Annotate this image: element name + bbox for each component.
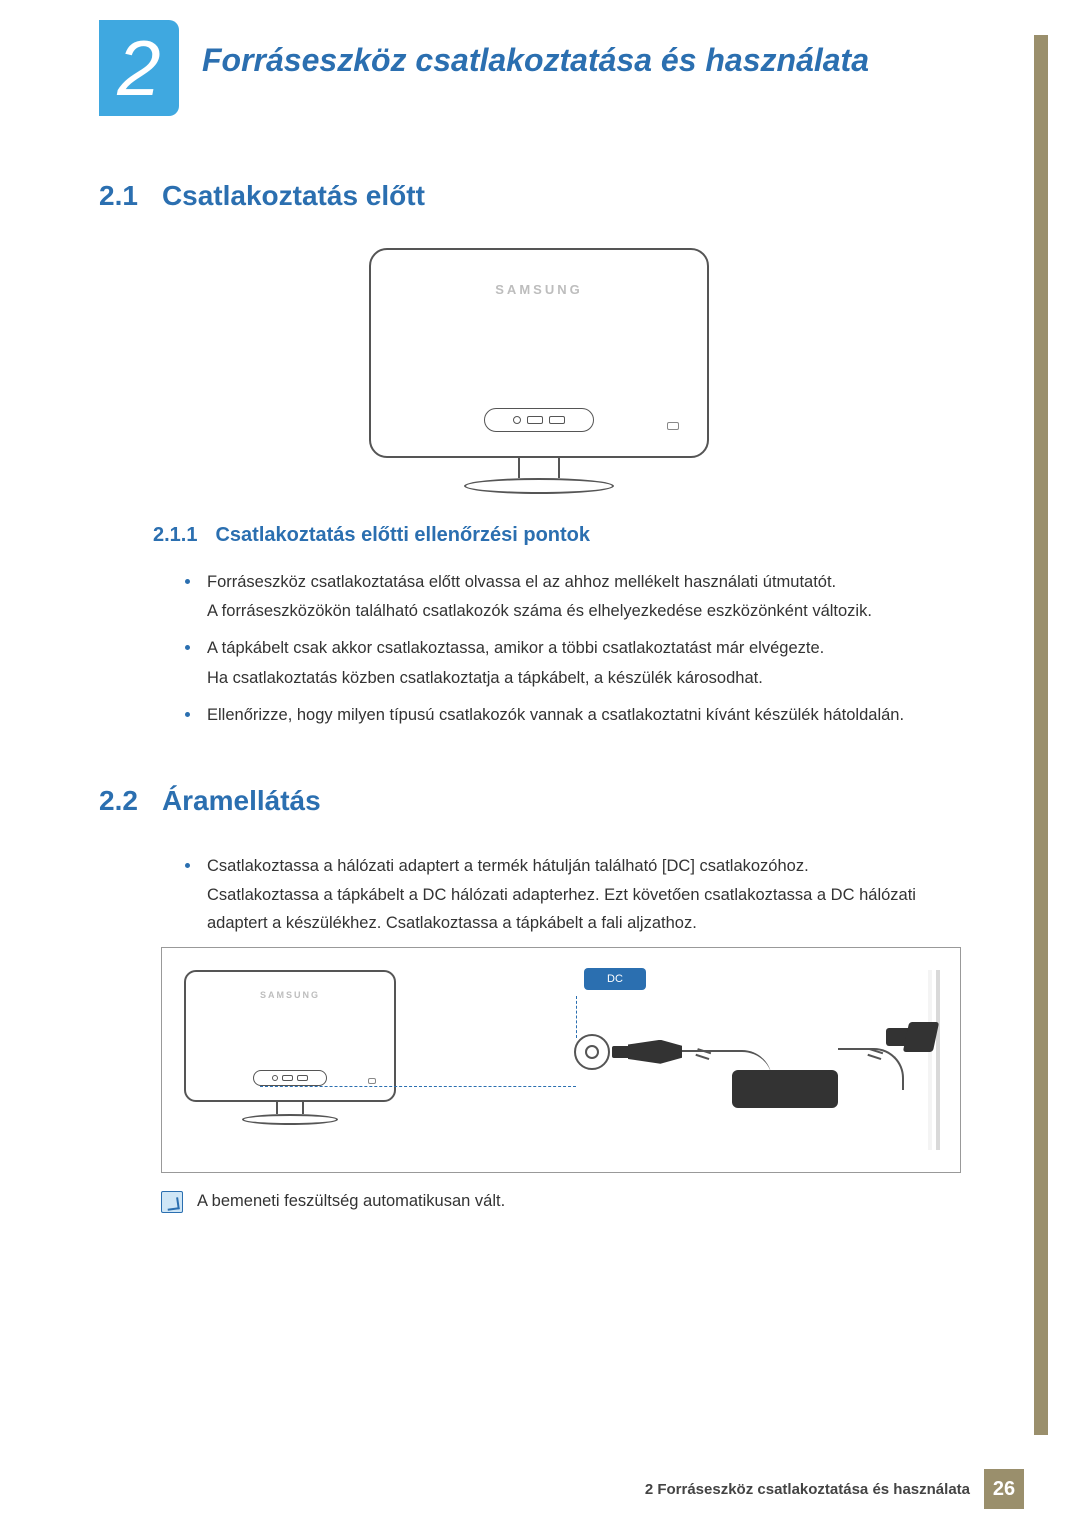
port-dc-icon [272, 1075, 278, 1081]
bullet-text: A forráseszközökön található csatlakozók… [207, 598, 979, 625]
callout-line [260, 1086, 576, 1087]
control-buttons-icon [368, 1078, 376, 1084]
wall-icon [936, 970, 940, 1150]
section-title: Áramellátás [162, 785, 321, 816]
dc-plug-icon [612, 1040, 682, 1064]
power-adapter-icon [732, 1070, 838, 1108]
section-heading-2-1: 2.1 Csatlakoztatás előtt [99, 180, 979, 212]
monitor-brand: SAMSUNG [186, 990, 394, 1000]
list-item: Ellenőrizze, hogy milyen típusú csatlako… [185, 702, 979, 729]
stand-neck [276, 1100, 304, 1114]
subsection-num: 2.1.1 [153, 524, 197, 546]
bullet-text: Forráseszköz csatlakoztatása előtt olvas… [207, 573, 836, 591]
port-hdmi-icon [282, 1075, 293, 1081]
port-panel [253, 1070, 327, 1086]
wall-plug-icon [884, 1018, 936, 1058]
section-heading-2-2: 2.2 Áramellátás [99, 785, 979, 817]
section-num: 2.1 [99, 180, 138, 211]
monitor-screen: SAMSUNG [184, 970, 396, 1102]
chapter-title: Forráseszköz csatlakoztatása és használa… [202, 42, 869, 79]
bullet-list-2-1-1: Forráseszköz csatlakoztatása előtt olvas… [185, 569, 979, 729]
dc-jack-icon [574, 1034, 610, 1070]
footer-text: 2 Forráseszköz csatlakoztatása és haszná… [645, 1481, 970, 1498]
stand-base [464, 478, 614, 494]
stand-base [242, 1114, 338, 1125]
port-dc-icon [513, 416, 521, 424]
bullet-text: A tápkábelt csak akkor csatlakoztassa, a… [207, 639, 824, 657]
note-icon [161, 1191, 183, 1213]
dc-label: DC [584, 968, 646, 990]
note-text: A bemeneti feszültség automatikusan vált… [197, 1192, 505, 1211]
bullet-text: Ha csatlakoztatás közben csatlakoztatja … [207, 665, 979, 692]
bullet-list-2-2: Csatlakoztassa a hálózati adaptert a ter… [185, 853, 979, 937]
chapter-number: 2 [117, 29, 160, 107]
section-num: 2.2 [99, 785, 138, 816]
page-body: 2.1 Csatlakoztatás előtt SAMSUNG 2.1.1 Csa… [99, 180, 979, 1213]
control-buttons-icon [667, 422, 679, 430]
subsection-heading-2-1-1: 2.1.1 Csatlakoztatás előtti ellenőrzési p… [153, 524, 979, 547]
figure-monitor-back: SAMSUNG [99, 248, 979, 494]
figure-power-connection: SAMSUNG DC [161, 947, 961, 1173]
bullet-text: Ellenőrizze, hogy milyen típusú csatlako… [207, 706, 904, 724]
list-item: Csatlakoztassa a hálózati adaptert a ter… [185, 853, 979, 937]
chapter-badge: 2 [99, 20, 179, 116]
monitor-drawing: SAMSUNG [369, 248, 709, 494]
monitor-brand: SAMSUNG [371, 282, 707, 297]
list-item: Forráseszköz csatlakoztatása előtt olvas… [185, 569, 979, 625]
port-hdmi-icon [527, 416, 543, 424]
page-footer: 2 Forráseszköz csatlakoztatása és haszná… [0, 1469, 1080, 1509]
monitor-screen: SAMSUNG [369, 248, 709, 458]
monitor-drawing-small: SAMSUNG [184, 970, 396, 1125]
port-panel [484, 408, 594, 432]
stand-neck [518, 456, 560, 478]
bullet-text: Csatlakoztassa a tápkábelt a DC hálózati… [207, 882, 979, 936]
callout-line [576, 996, 577, 1038]
section-title: Csatlakoztatás előtt [162, 180, 425, 211]
page-number: 26 [984, 1469, 1024, 1509]
port-dsub-icon [297, 1075, 308, 1081]
side-rule [1034, 35, 1048, 1435]
list-item: A tápkábelt csak akkor csatlakoztassa, a… [185, 635, 979, 691]
bullet-text: Csatlakoztassa a hálózati adaptert a ter… [207, 857, 809, 875]
port-dsub-icon [549, 416, 565, 424]
subsection-title: Csatlakoztatás előtti ellenőrzési pontok [215, 524, 590, 546]
note-row: A bemeneti feszültség automatikusan vált… [161, 1191, 979, 1213]
